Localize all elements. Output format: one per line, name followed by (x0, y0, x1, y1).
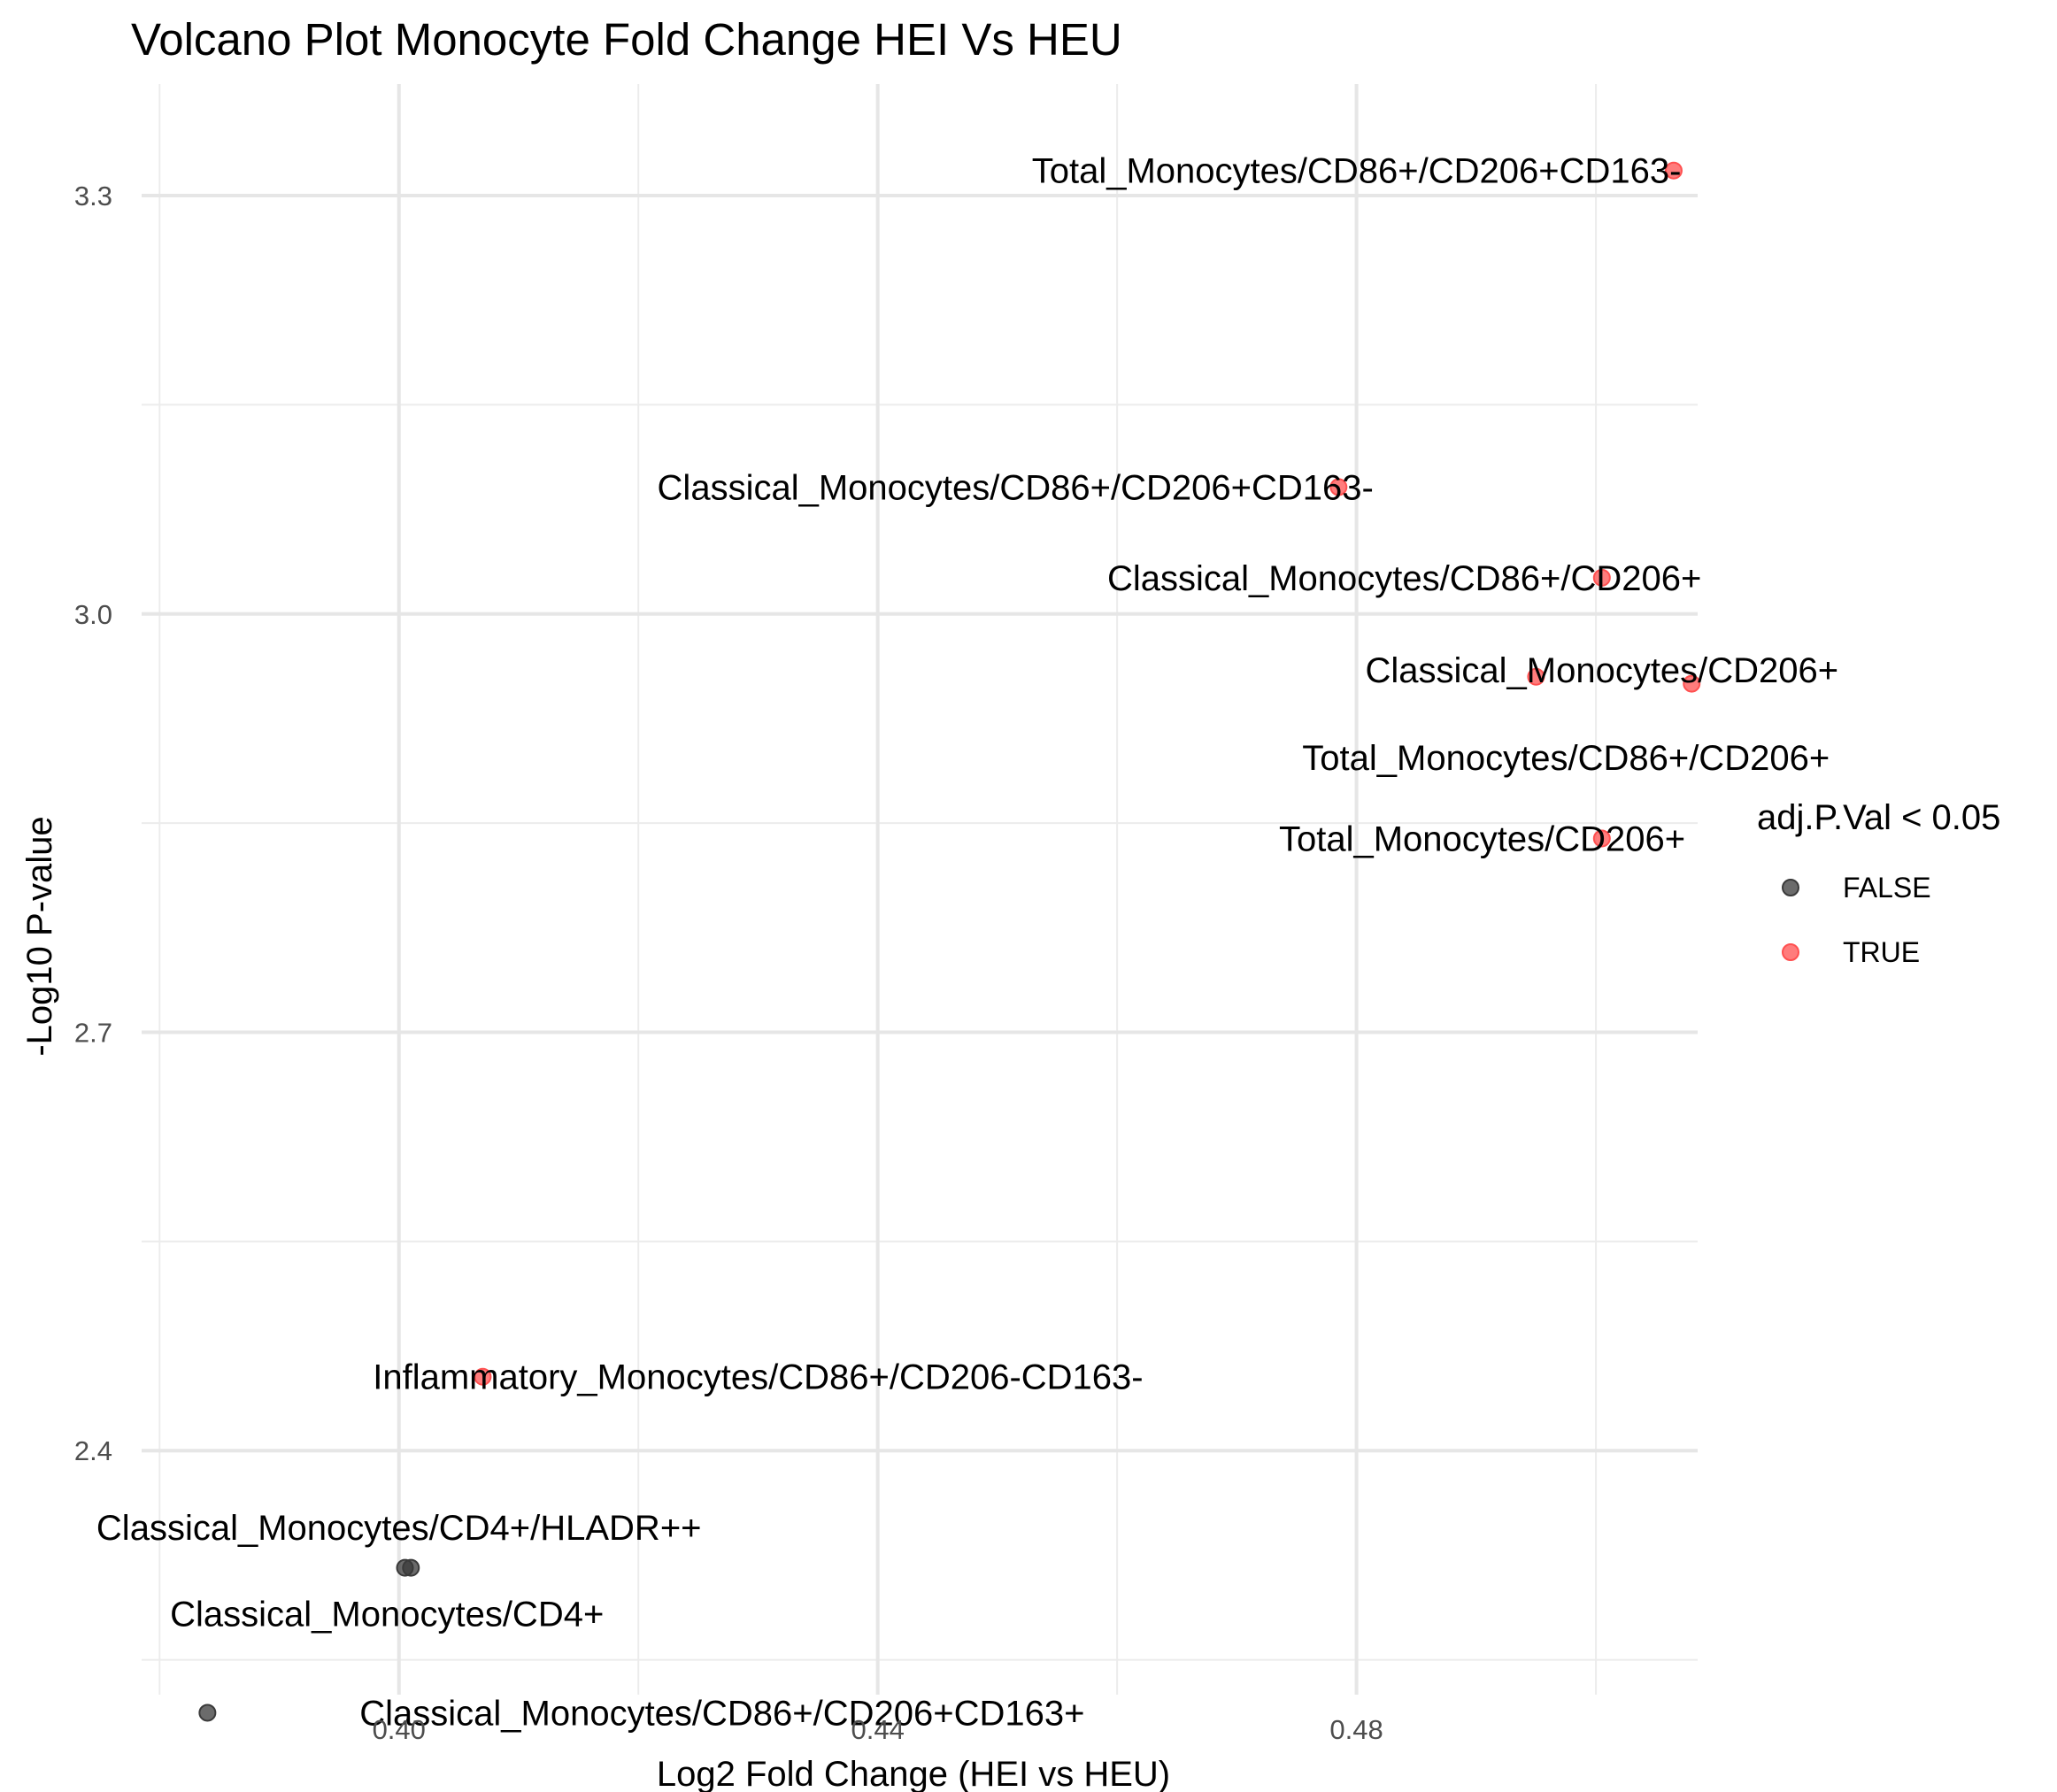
point-label: Classical_Monocytes/CD86+/CD206+CD163+ (359, 1694, 1084, 1733)
data-point (1683, 674, 1701, 693)
grid-lines (142, 84, 1698, 1695)
point-label: Classical_Monocytes/CD4+ (170, 1596, 604, 1634)
y-axis-title: -Log10 P-value (20, 816, 59, 1056)
data-points (198, 161, 1701, 1722)
point-label: Classical_Monocytes/CD4+/HLADR++ (96, 1509, 702, 1548)
data-point (1527, 667, 1545, 686)
data-point (198, 1704, 217, 1722)
legend: adj.P.Val < 0.05 FALSE TRUE (1757, 798, 2000, 968)
point-label: Classical_Monocytes/CD206+ (1365, 651, 1838, 690)
legend-title: adj.P.Val < 0.05 (1757, 798, 2000, 837)
chart-title: Volcano Plot Monocyte Fold Change HEI Vs… (131, 14, 1122, 65)
data-point (1664, 161, 1683, 180)
legend-label: FALSE (1843, 872, 1931, 904)
y-tick-label: 2.4 (74, 1435, 112, 1466)
point-label: Total_Monocytes/CD86+/CD206+ (1302, 739, 1830, 778)
point-label: Classical_Monocytes/CD86+/CD206+ (1107, 559, 1701, 598)
legend-key (1782, 879, 1799, 896)
x-tick-label: 0.40 (373, 1714, 426, 1745)
y-tick-label: 2.7 (74, 1018, 112, 1049)
legend-key (1782, 943, 1799, 961)
y-tick-label: 3.0 (74, 599, 112, 630)
data-point (1592, 829, 1611, 848)
y-tick-label: 3.3 (74, 181, 112, 212)
point-label: Total_Monocytes/CD86+/CD206+CD163- (1032, 152, 1682, 191)
data-point (402, 1558, 420, 1577)
x-axis-title: Log2 Fold Change (HEI vs HEU) (657, 1755, 1170, 1792)
point-label: Classical_Monocytes/CD86+/CD206+CD163- (658, 468, 1374, 507)
x-tick-label: 0.48 (1329, 1714, 1383, 1745)
data-point (1592, 568, 1611, 587)
axis-ticks: 0.40 0.44 0.48 2.4 2.7 3.0 3.3 (74, 181, 1383, 1745)
point-label: Total_Monocytes/CD206+ (1279, 819, 1685, 858)
legend-label: TRUE (1843, 936, 1920, 968)
point-labels: Total_Monocytes/CD86+/CD206+CD163- Classi… (96, 152, 1838, 1734)
data-point (474, 1367, 492, 1386)
data-point (1329, 478, 1348, 496)
point-label: Inflammatory_Monocytes/CD86+/CD206-CD163… (373, 1358, 1143, 1397)
x-tick-label: 0.44 (851, 1714, 904, 1745)
